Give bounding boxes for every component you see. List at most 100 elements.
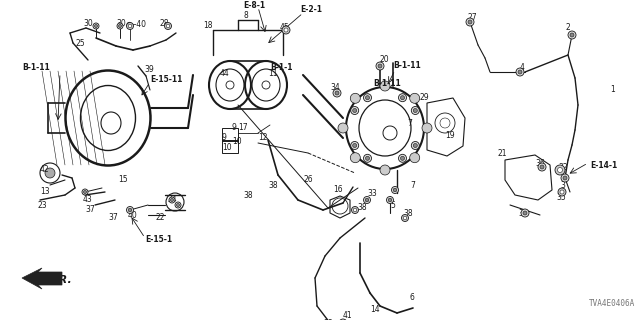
Circle shape <box>399 94 406 102</box>
Text: E-14-1: E-14-1 <box>590 161 617 170</box>
Circle shape <box>364 94 371 102</box>
Circle shape <box>401 156 404 160</box>
Circle shape <box>365 96 369 100</box>
Circle shape <box>169 197 175 203</box>
Circle shape <box>339 319 347 320</box>
Text: TVA4E0406A: TVA4E0406A <box>589 299 635 308</box>
Circle shape <box>364 154 371 162</box>
Circle shape <box>378 64 382 68</box>
Circle shape <box>558 188 566 196</box>
Circle shape <box>93 23 99 29</box>
Circle shape <box>401 96 404 100</box>
Circle shape <box>412 107 419 115</box>
Text: 9: 9 <box>222 132 227 141</box>
Text: 1: 1 <box>610 85 615 94</box>
Circle shape <box>353 108 356 113</box>
Text: 18: 18 <box>203 20 212 29</box>
Text: 38: 38 <box>243 190 253 199</box>
Circle shape <box>563 176 567 180</box>
Text: 38: 38 <box>403 209 413 218</box>
Text: E-15-1: E-15-1 <box>145 236 172 244</box>
Circle shape <box>350 153 360 163</box>
Circle shape <box>538 163 546 171</box>
Text: 26: 26 <box>303 175 312 185</box>
Circle shape <box>555 165 565 175</box>
Text: ●─40: ●─40 <box>126 20 147 28</box>
Circle shape <box>95 25 97 28</box>
Text: 7: 7 <box>407 118 412 127</box>
Text: 4: 4 <box>520 63 525 73</box>
Text: 30: 30 <box>116 19 125 28</box>
Text: B-1-11: B-1-11 <box>393 61 420 70</box>
Circle shape <box>568 31 576 39</box>
Circle shape <box>516 68 524 76</box>
Text: 17: 17 <box>238 123 248 132</box>
Circle shape <box>560 190 564 194</box>
Circle shape <box>177 204 179 206</box>
Text: 5: 5 <box>390 202 395 211</box>
Text: 41: 41 <box>343 311 353 320</box>
Circle shape <box>351 141 358 149</box>
Text: 37: 37 <box>85 205 95 214</box>
Text: 23: 23 <box>38 201 47 210</box>
Text: 8: 8 <box>243 11 248 20</box>
Circle shape <box>117 23 123 29</box>
Text: 31: 31 <box>518 209 527 218</box>
Circle shape <box>523 211 527 215</box>
Text: 39: 39 <box>144 66 154 75</box>
Text: 42: 42 <box>40 165 50 174</box>
Circle shape <box>127 22 134 29</box>
Circle shape <box>422 123 432 133</box>
Circle shape <box>413 108 417 113</box>
Text: 30: 30 <box>83 19 93 28</box>
Text: FR.: FR. <box>52 275 73 285</box>
Text: B-1-11: B-1-11 <box>22 63 50 73</box>
Text: 34: 34 <box>330 84 340 92</box>
Text: 38: 38 <box>268 180 278 189</box>
Text: 7: 7 <box>410 181 415 190</box>
Circle shape <box>403 216 407 220</box>
Circle shape <box>351 206 358 213</box>
Circle shape <box>365 156 369 160</box>
Circle shape <box>518 70 522 74</box>
Circle shape <box>351 107 358 115</box>
Circle shape <box>282 26 290 34</box>
Circle shape <box>561 174 569 182</box>
Circle shape <box>413 143 417 148</box>
Circle shape <box>570 33 574 37</box>
Text: 21: 21 <box>498 148 508 157</box>
Text: 14: 14 <box>370 306 380 315</box>
Text: 45: 45 <box>280 22 290 31</box>
Text: 13: 13 <box>40 188 50 196</box>
Text: 10: 10 <box>232 138 242 147</box>
Circle shape <box>412 141 419 149</box>
Text: 37: 37 <box>108 213 118 222</box>
Text: 38: 38 <box>357 204 367 212</box>
Text: 10: 10 <box>222 142 232 151</box>
Text: 36: 36 <box>535 158 545 167</box>
Circle shape <box>333 89 341 97</box>
Circle shape <box>127 206 134 213</box>
Text: 16: 16 <box>333 186 342 195</box>
Text: 6: 6 <box>410 293 415 302</box>
Circle shape <box>350 93 360 103</box>
Text: 44: 44 <box>220 68 230 77</box>
Circle shape <box>521 209 529 217</box>
Circle shape <box>468 20 472 24</box>
Circle shape <box>376 62 384 70</box>
Text: 19: 19 <box>445 132 454 140</box>
Circle shape <box>380 165 390 175</box>
Text: 2: 2 <box>565 23 570 33</box>
Text: 40: 40 <box>128 211 138 220</box>
Circle shape <box>166 24 170 28</box>
Text: 22: 22 <box>155 213 164 222</box>
Circle shape <box>401 214 408 221</box>
Circle shape <box>118 25 122 28</box>
Text: 25: 25 <box>76 38 86 47</box>
Text: B-1-11: B-1-11 <box>373 78 401 87</box>
Text: 11: 11 <box>268 68 278 77</box>
Circle shape <box>170 198 173 202</box>
Text: 24: 24 <box>168 196 178 204</box>
Text: 38: 38 <box>323 318 333 320</box>
Circle shape <box>284 28 288 32</box>
